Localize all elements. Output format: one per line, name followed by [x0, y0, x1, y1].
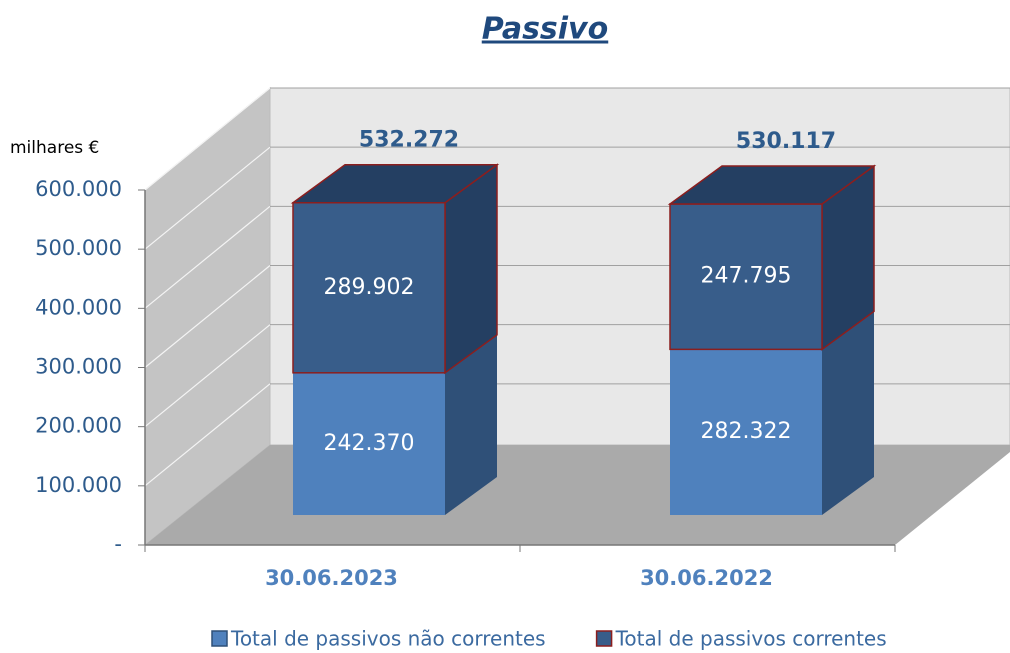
y-tick-label: 600.000: [35, 177, 122, 201]
y-axis-label: milhares €: [10, 138, 99, 158]
y-tick-label: 500.000: [35, 236, 122, 260]
x-tick-label: 30.06.2023: [265, 566, 398, 590]
y-tick-label: 100.000: [35, 473, 122, 497]
grid-line: [144, 265, 271, 368]
bar: [292, 201, 446, 374]
grid-line: [144, 324, 271, 428]
data-label: 247.795: [701, 264, 792, 289]
bar-top: [290, 163, 500, 204]
bar-top: [667, 165, 877, 205]
legend-swatch: [595, 630, 613, 647]
legend-label: Total de passivos não correntes: [230, 627, 546, 651]
data-label: 282.322: [701, 419, 792, 444]
y-tick-label: 400.000: [35, 295, 122, 319]
legend-swatch: [211, 630, 228, 647]
data-label: 242.370: [324, 431, 415, 456]
floor: [145, 445, 1010, 545]
bar-side: [822, 311, 874, 515]
bar: [669, 203, 823, 351]
y-tick-label: 300.000: [35, 355, 122, 379]
legend-label: Total de passivos correntes: [615, 627, 887, 651]
chart-title: Passivo: [482, 12, 608, 47]
bar-side: [445, 334, 497, 515]
x-tick-label: 30.06.2022: [640, 566, 773, 590]
bar: [670, 349, 822, 515]
y-tick-label: -: [114, 532, 122, 556]
grid-line: [144, 383, 271, 487]
grid-line: [144, 87, 271, 191]
total-label: 532.272: [359, 128, 459, 153]
data-label: 289.902: [324, 275, 415, 300]
y-tick-label: 200.000: [35, 414, 122, 438]
total-label: 530.117: [736, 129, 836, 154]
grid-line: [144, 146, 271, 250]
grid-line: [144, 205, 271, 309]
bar: [293, 372, 445, 515]
